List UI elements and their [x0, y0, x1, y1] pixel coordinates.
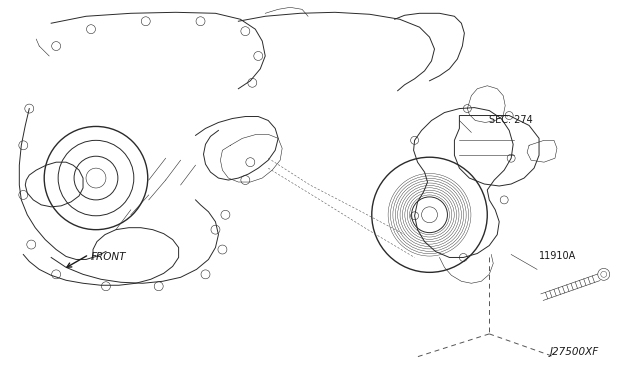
Text: J27500XF: J27500XF [550, 347, 599, 357]
Text: 11910A: 11910A [539, 251, 576, 262]
Text: SEC. 274: SEC. 274 [489, 115, 533, 125]
Text: FRONT: FRONT [91, 253, 127, 263]
